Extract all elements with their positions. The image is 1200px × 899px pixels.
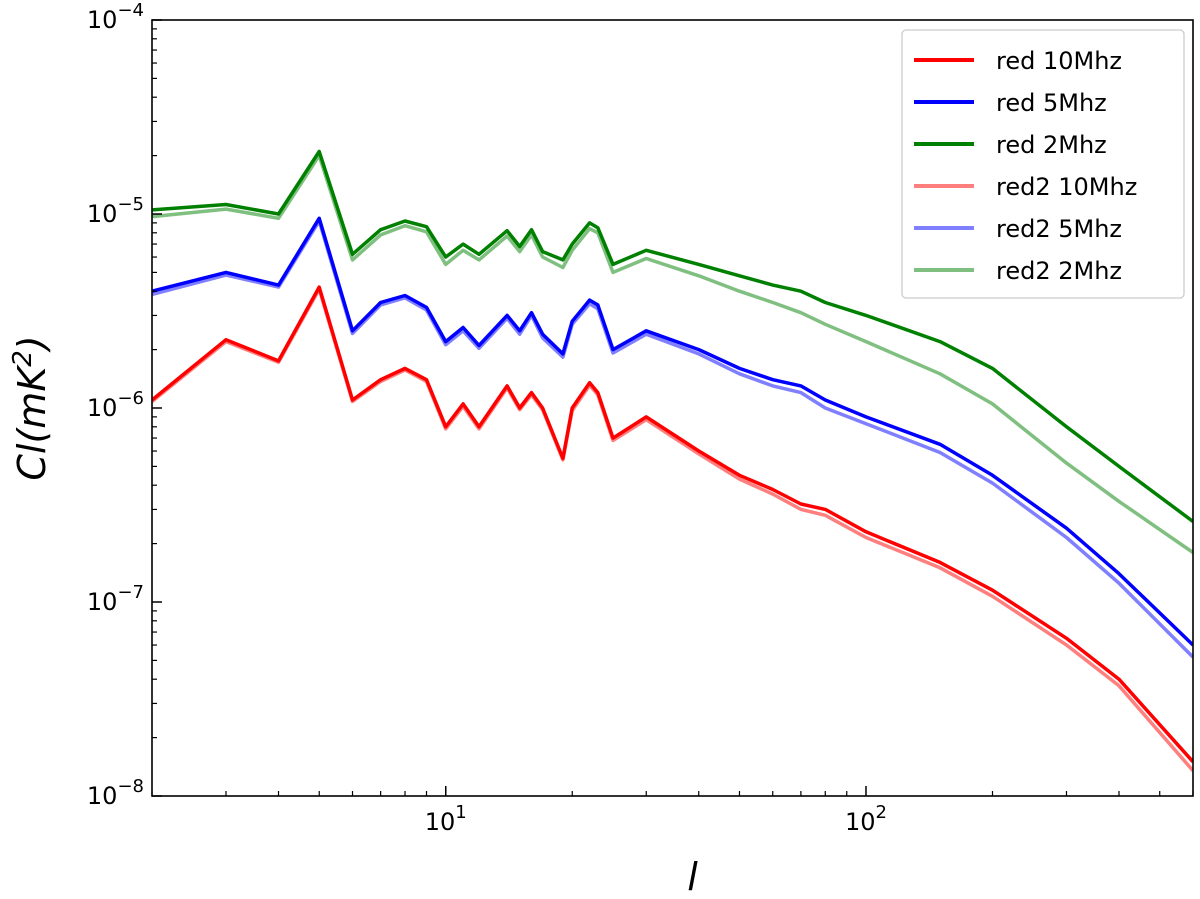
- series-line-1: [152, 285, 1193, 763]
- y-tick-exponent: −8: [117, 776, 144, 797]
- y-tick-exponent: −6: [117, 388, 144, 409]
- y-tick-exponent: −7: [117, 582, 144, 603]
- series-line-4: [152, 287, 1193, 772]
- legend-label-6: red2 2Mhz: [996, 257, 1122, 285]
- y-axis-label-main: Cl(mK: [10, 364, 54, 481]
- y-tick-base: 10: [87, 588, 118, 616]
- y-tick-base: 10: [87, 782, 118, 810]
- x-tick-base: 10: [425, 808, 456, 836]
- series-line-5: [152, 219, 1193, 659]
- series-line-6: [152, 153, 1193, 554]
- y-tick-label-3: 10−6: [87, 388, 144, 422]
- legend-box: [901, 29, 1185, 299]
- series-layer: [152, 149, 1193, 772]
- x-tick-base: 10: [845, 808, 876, 836]
- legend-label-2: red 5Mhz: [996, 89, 1107, 117]
- x-tick-exponent: 2: [876, 802, 887, 823]
- axis-labels: l Cl(mK2): [8, 335, 698, 899]
- y-tick-label-1: 10−8: [87, 776, 144, 810]
- x-tick-label-2: 102: [845, 802, 887, 836]
- legend-label-3: red 2Mhz: [996, 131, 1107, 159]
- legend-label-1: red 10Mhz: [996, 47, 1122, 75]
- y-axis-label-exponent: 2: [8, 350, 38, 367]
- y-tick-base: 10: [87, 394, 118, 422]
- y-tick-base: 10: [87, 200, 118, 228]
- y-tick-base: 10: [87, 6, 118, 34]
- y-axis-label: Cl(mK2): [8, 335, 54, 480]
- y-tick-exponent: −5: [117, 194, 144, 215]
- legend-label-5: red2 5Mhz: [996, 215, 1122, 243]
- y-tick-label-5: 10−4: [87, 0, 144, 34]
- y-axis-label-close: ): [10, 335, 54, 353]
- series-line-3: [152, 149, 1193, 523]
- y-tick-label-2: 10−7: [87, 582, 144, 616]
- y-tick-label-4: 10−5: [87, 194, 144, 228]
- x-axis-label: l: [687, 855, 698, 899]
- legend: red 10Mhz red 5Mhz red 2Mhz red2 10Mhz red2 …: [901, 29, 1185, 299]
- x-tick-exponent: 1: [455, 802, 466, 823]
- y-tick-exponent: −4: [117, 0, 144, 21]
- legend-label-4: red2 10Mhz: [996, 173, 1137, 201]
- x-tick-label-1: 101: [425, 802, 467, 836]
